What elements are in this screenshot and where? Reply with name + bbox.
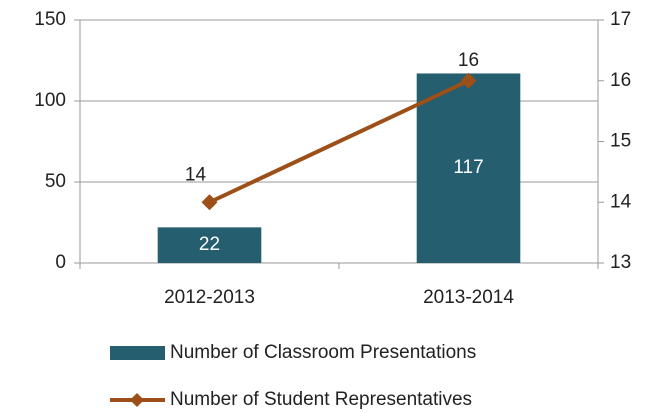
bar (157, 227, 262, 263)
legend-swatch (110, 346, 165, 360)
y-tick-label: 0 (55, 252, 66, 273)
bar-value-label: 22 (199, 234, 220, 255)
y-tick-label: 150 (34, 9, 66, 30)
line (208, 78, 470, 205)
line-marker (460, 72, 477, 89)
y2-tick-label: 16 (610, 70, 631, 91)
y-tick-label: 50 (45, 171, 66, 192)
x-tick-label: 2012-2013 (164, 287, 255, 308)
legend-label: Number of Classroom Presentations (170, 342, 476, 363)
y2-tick-label: 13 (610, 252, 631, 273)
y-tick-label: 100 (34, 90, 66, 111)
line-value-label: 14 (185, 164, 207, 185)
y2-tick-label: 14 (610, 191, 632, 212)
line-value-label: 16 (458, 50, 479, 71)
bar (416, 73, 521, 264)
x-tick-label: 2013-2014 (423, 287, 514, 308)
legend-marker (130, 393, 144, 407)
y2-tick-label: 17 (610, 9, 631, 30)
legend-label: Number of Student Representatives (170, 389, 472, 410)
bar-value-label: 117 (453, 157, 483, 178)
y2-tick-label: 15 (610, 131, 631, 152)
line-marker (201, 194, 218, 211)
